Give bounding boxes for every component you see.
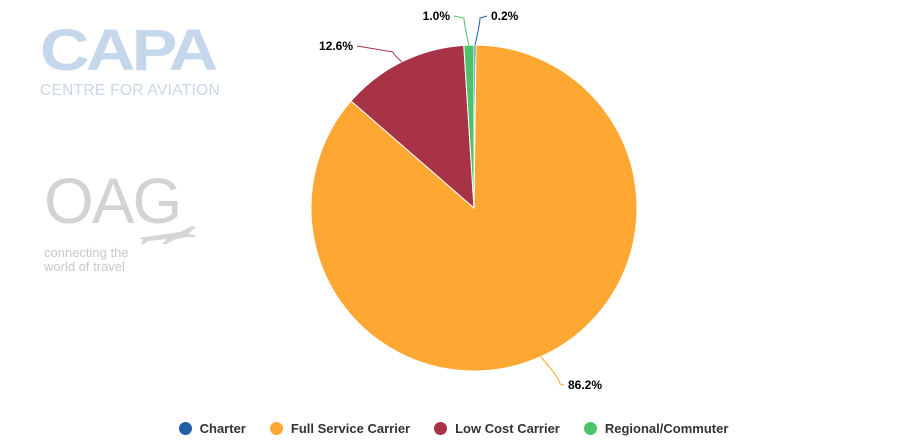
legend-label: Charter [199,420,246,436]
legend-label: Full Service Carrier [290,420,411,436]
legend-marker [583,421,597,435]
legend-marker [269,421,283,435]
data-label: 12.6% [319,39,353,53]
oag-tagline-line2: world of travel [44,259,125,274]
data-label: 0.2% [491,9,519,23]
label-connector [356,45,403,63]
legend-marker [434,421,448,435]
chart-legend: Charter Full Service Carrier Low Cost Carr… [0,418,907,438]
legend-item[interactable]: Low Cost Carrier [434,418,560,438]
legend-label: Regional/Commuter [604,420,729,436]
label-connector [540,356,565,386]
oag-logo-text: OAG [44,165,182,237]
capa-watermark-logo: CAPA CENTRE FOR AVIATION [40,22,250,102]
legend-marker [178,421,192,435]
label-connector [453,15,470,46]
pie-slice-low-cost-carrier[interactable] [350,44,475,210]
legend-item[interactable]: Charter [178,418,246,438]
capa-logo-subtitle: CENTRE FOR AVIATION [40,82,220,99]
airplane-icon [138,226,196,244]
data-label: 86.2% [568,378,602,392]
oag-tagline-line1: connecting the [44,245,129,260]
data-label: 1.0% [423,9,451,23]
legend-item[interactable]: Regional/Commuter [583,418,729,438]
oag-watermark-logo: OAG connecting the world of travel [44,165,204,280]
capa-logo-text: CAPA [40,18,218,83]
label-connector [474,15,488,46]
legend-label: Low Cost Carrier [455,420,560,436]
legend-item[interactable]: Full Service Carrier [269,418,411,438]
